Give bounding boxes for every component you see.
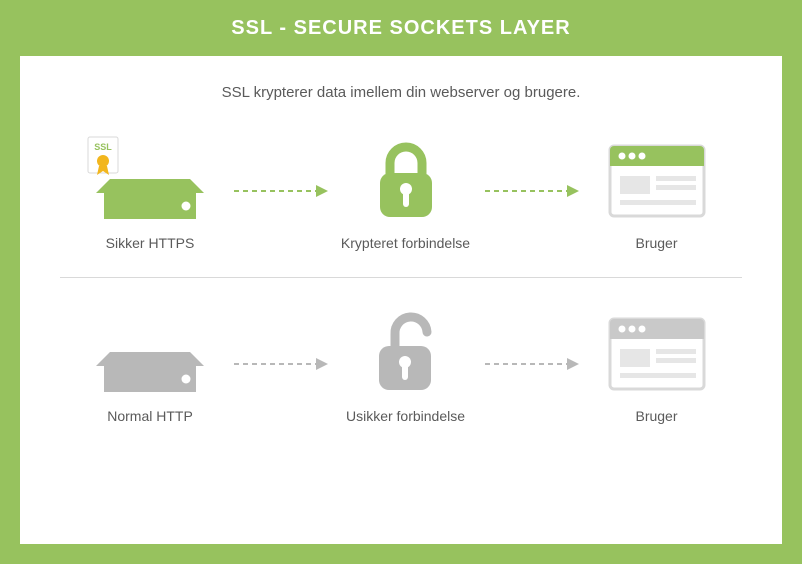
secure-browser-label: Bruger	[635, 235, 677, 251]
browser-secure-icon	[602, 131, 712, 231]
arrow-insecure-2	[481, 314, 581, 414]
insecure-lock-label: Usikker forbindelse	[346, 408, 465, 424]
lock-closed-icon	[366, 131, 446, 231]
diagram-title: SSL - SECURE SOCKETS LAYER	[20, 0, 782, 56]
insecure-browser-label: Bruger	[635, 408, 677, 424]
diagram-panel: SSL krypterer data imellem din webserver…	[20, 56, 782, 544]
diagram-frame: SSL - SECURE SOCKETS LAYER SSL krypterer…	[0, 0, 802, 564]
arrow-secure-1	[230, 141, 330, 241]
secure-lock-label: Krypteret forbindelse	[341, 235, 470, 251]
server-secure-icon: SSL	[70, 131, 230, 231]
browser-insecure-icon	[602, 304, 712, 404]
server-insecure-icon	[70, 304, 230, 404]
insecure-server-label: Normal HTTP	[107, 408, 193, 424]
arrow-secure-2	[481, 141, 581, 241]
insecure-server-cell: Normal HTTP	[70, 304, 230, 424]
row-divider	[60, 277, 742, 278]
secure-server-label: Sikker HTTPS	[106, 235, 195, 251]
cert-ssl-text: SSL	[94, 142, 112, 152]
insecure-browser-cell: Bruger	[581, 304, 732, 424]
secure-row: SSL Sikker HTTPS	[60, 131, 742, 251]
secure-lock-cell: Krypteret forbindelse	[330, 131, 481, 251]
secure-browser-cell: Bruger	[581, 131, 732, 251]
secure-server-cell: SSL Sikker HTTPS	[70, 131, 230, 251]
lock-open-icon	[361, 304, 451, 404]
insecure-row: Normal HTTP Usikk	[60, 304, 742, 424]
insecure-lock-cell: Usikker forbindelse	[330, 304, 481, 424]
intro-text: SSL krypterer data imellem din webserver…	[60, 84, 742, 101]
arrow-insecure-1	[230, 314, 330, 414]
